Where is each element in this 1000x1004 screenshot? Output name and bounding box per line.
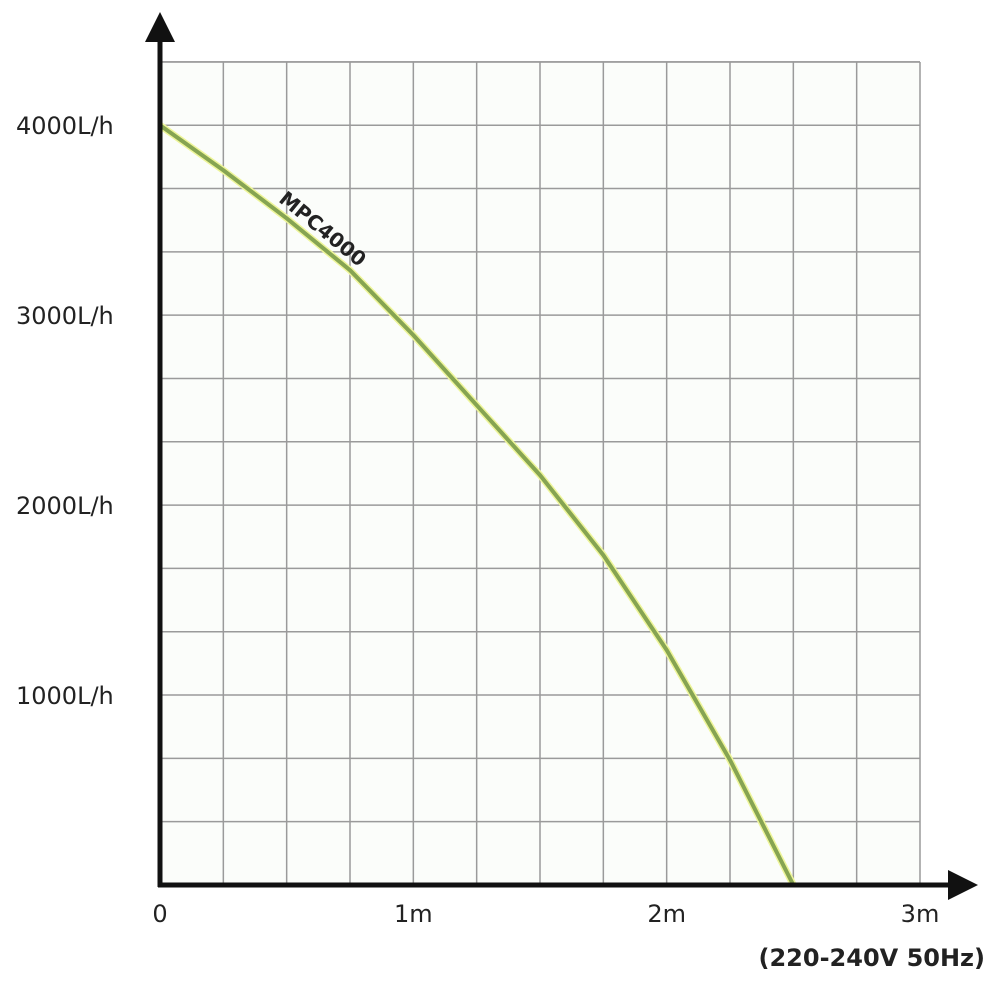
y-tick-label: 1000L/h [16,682,114,710]
axes [145,12,978,900]
x-axis-arrow [948,870,978,900]
curve [158,123,796,886]
subtitle: (220-240V 50Hz) [759,944,985,972]
curves [157,122,797,887]
y-tick-label: 2000L/h [16,492,114,520]
y-tick-label: 3000L/h [16,302,114,330]
x-tick-label: 0 [152,900,167,928]
y-tick-label: 4000L/h [16,112,114,140]
x-tick-label: 3m [901,900,940,928]
y-axis-arrow [145,12,175,42]
x-tick-label: 1m [394,900,433,928]
x-tick-label: 2m [647,900,686,928]
